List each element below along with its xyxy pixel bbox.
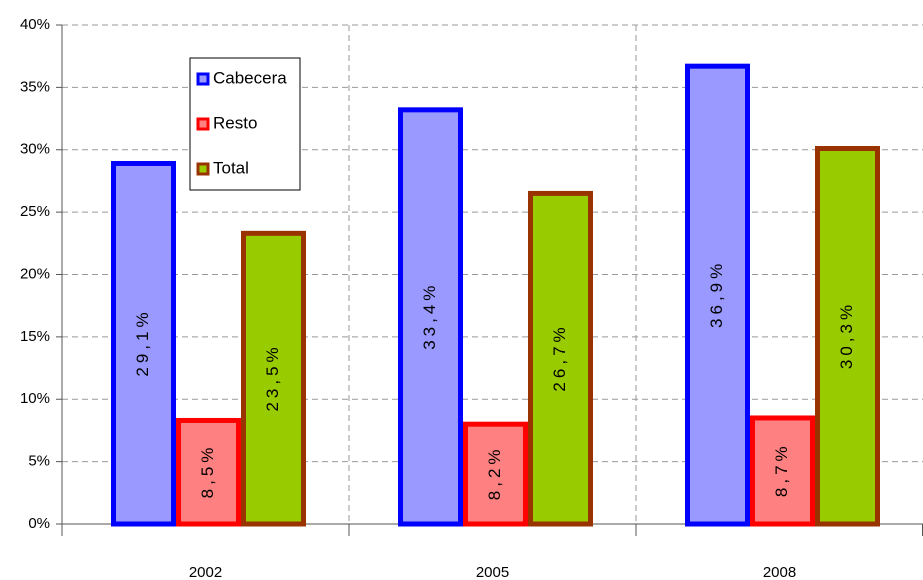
value-label: 23,5% — [263, 343, 282, 411]
x-tick-label: 2005 — [476, 564, 509, 580]
bar — [463, 421, 528, 527]
y-tick-label: 15% — [20, 328, 50, 345]
bar — [398, 107, 463, 527]
x-tick-label: 2002 — [189, 564, 222, 580]
legend-label: Total — [213, 158, 249, 177]
legend: Cabecera Resto Total — [189, 57, 301, 191]
y-tick-label: 25% — [20, 203, 50, 220]
y-tick-label: 20% — [20, 265, 50, 282]
bar — [176, 417, 241, 527]
bar — [111, 160, 176, 527]
value-label: 26,7% — [550, 323, 569, 391]
value-label: 30,3% — [837, 301, 856, 369]
bar — [241, 230, 306, 527]
y-tick-label: 35% — [20, 78, 50, 95]
bar — [528, 190, 593, 527]
bar — [815, 146, 880, 527]
value-label: 8,5% — [198, 444, 217, 499]
legend-swatch — [196, 117, 210, 131]
y-tick-label: 10% — [20, 390, 50, 407]
value-label: 33,4% — [420, 282, 439, 350]
legend-swatch — [196, 162, 210, 176]
bar — [685, 63, 750, 527]
value-label: 36,9% — [707, 260, 726, 328]
value-label: 8,7% — [772, 442, 791, 497]
y-tick-label: 40% — [20, 16, 50, 33]
x-tick-label: 2008 — [763, 564, 796, 580]
y-tick-label: 5% — [28, 453, 50, 470]
value-label: 8,2% — [485, 445, 504, 500]
legend-label: Cabecera — [213, 68, 287, 87]
value-label: 29,1% — [133, 308, 152, 376]
y-tick-label: 0% — [28, 515, 50, 532]
legend-label: Resto — [213, 113, 257, 132]
y-tick-label: 30% — [20, 141, 50, 158]
bar — [750, 415, 815, 527]
legend-swatch — [196, 72, 210, 86]
